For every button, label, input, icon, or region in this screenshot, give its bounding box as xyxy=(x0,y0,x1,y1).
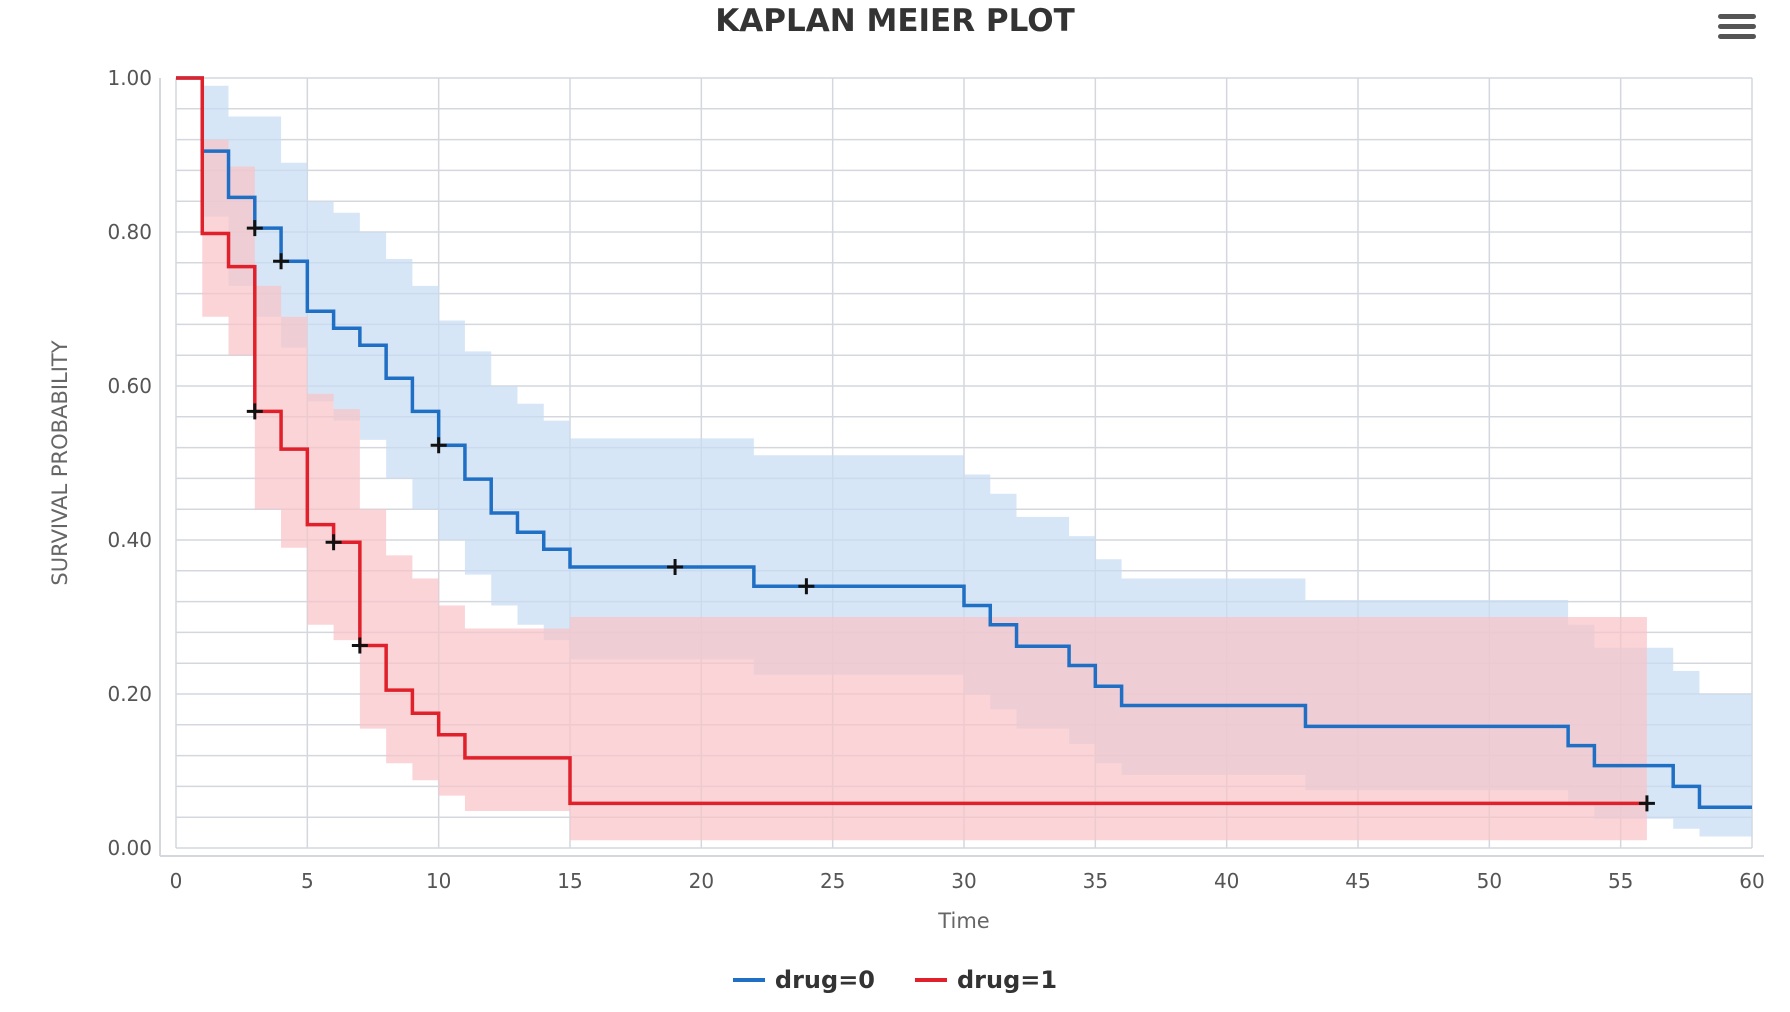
censor-marker xyxy=(246,220,263,237)
y-tick-label: 0.80 xyxy=(107,220,152,244)
legend-label-drug1: drug=1 xyxy=(957,966,1058,994)
x-tick-label: 35 xyxy=(1083,869,1108,893)
x-tick-label: 5 xyxy=(301,869,314,893)
x-tick-label: 50 xyxy=(1477,869,1502,893)
x-tick-label: 15 xyxy=(557,869,582,893)
tick-labels: 0 5 10 15 20 25 30 35 40 45 50 55 60 0.00 0.20 0.40 0.60… xyxy=(107,66,1764,893)
censor-marker xyxy=(246,403,263,420)
legend-item-drug0[interactable]: drug=0 xyxy=(732,966,875,994)
legend-swatch-drug1 xyxy=(915,978,947,982)
x-tick-label: 60 xyxy=(1739,869,1764,893)
y-tick-label: 0.40 xyxy=(107,528,152,552)
legend: drug=0 drug=1 xyxy=(0,966,1790,994)
x-tick-label: 10 xyxy=(426,869,451,893)
censor-marker xyxy=(667,558,684,575)
censor-marker xyxy=(430,437,447,454)
hamburger-menu-icon[interactable] xyxy=(1718,14,1756,48)
chart-title: KAPLAN MEIER PLOT xyxy=(715,3,1075,39)
x-tick-label: 0 xyxy=(170,869,183,893)
y-tick-label: 1.00 xyxy=(107,66,152,90)
x-tick-label: 45 xyxy=(1345,869,1370,893)
censor-marker xyxy=(798,578,815,595)
censor-marker xyxy=(1638,795,1655,812)
censor-marker xyxy=(325,534,342,551)
censor-markers xyxy=(246,220,1655,812)
y-tick-label: 0.00 xyxy=(107,836,152,860)
censor-marker xyxy=(273,253,290,270)
legend-swatch-drug0 xyxy=(732,978,765,982)
x-tick-label: 20 xyxy=(689,869,714,893)
legend-label-drug0: drug=0 xyxy=(774,966,875,994)
x-axis-title: Time xyxy=(937,909,989,933)
y-tick-label: 0.20 xyxy=(107,682,152,706)
confidence-band-drug1 xyxy=(176,78,1647,841)
confidence-bands xyxy=(176,78,1752,841)
x-tick-label: 40 xyxy=(1214,869,1239,893)
y-tick-label: 0.60 xyxy=(107,374,152,398)
survival-curves xyxy=(176,76,1752,809)
x-tick-label: 30 xyxy=(951,869,976,893)
x-tick-label: 25 xyxy=(820,869,845,893)
survival-line-drug0[interactable] xyxy=(176,76,1752,809)
x-tick-label: 55 xyxy=(1608,869,1633,893)
y-axis-title: SURVIVAL PROBABILITY xyxy=(48,340,72,585)
survival-line-drug1[interactable] xyxy=(176,76,1647,806)
legend-item-drug1[interactable]: drug=1 xyxy=(915,966,1057,994)
censor-marker xyxy=(351,637,368,654)
